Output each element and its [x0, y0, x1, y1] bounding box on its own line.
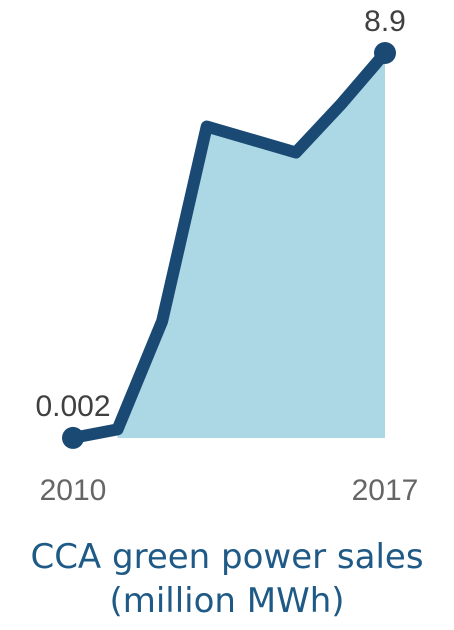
- area-fill: [117, 53, 386, 438]
- end-value-label: 8.9: [364, 5, 406, 38]
- start-value-label: 0.002: [35, 390, 110, 423]
- chart-title-line1: CCA green power sales: [30, 537, 424, 577]
- series-line: [67, 47, 391, 444]
- chart: 0.002 8.9 2010 2017: [35, 5, 419, 507]
- chart-title-line2: (million MWh): [109, 581, 345, 621]
- start-year-label: 2010: [40, 474, 107, 507]
- end-year-label: 2017: [352, 474, 419, 507]
- end-point-marker: [374, 42, 396, 64]
- start-point-marker: [62, 426, 84, 449]
